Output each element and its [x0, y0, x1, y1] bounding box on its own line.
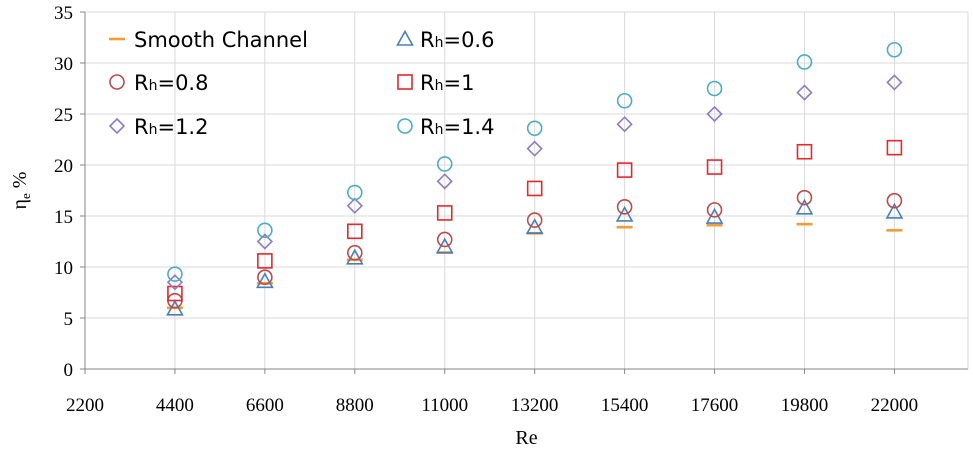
series-rh-1-2	[166, 74, 903, 291]
y-tick-label: 0	[64, 360, 74, 381]
data-point	[796, 54, 813, 70]
y-tick-label: 30	[54, 54, 73, 75]
y-tick-label: 10	[54, 258, 73, 279]
x-tick-label: 19800	[781, 395, 829, 416]
x-tick-label: 15400	[601, 395, 649, 416]
data-point	[526, 120, 543, 137]
series-rh-0-8	[167, 189, 903, 309]
y-tick-label: 35	[54, 3, 73, 24]
x-tick-label: 2200	[66, 395, 104, 416]
data-point	[795, 198, 814, 215]
data-point	[885, 202, 904, 219]
x-tick-label: 8800	[336, 395, 374, 416]
data-point	[166, 299, 184, 316]
x-tick-label: 22000	[871, 395, 919, 416]
data-point	[436, 173, 453, 190]
data-point	[616, 116, 633, 133]
data-point	[616, 162, 633, 178]
data-point	[796, 84, 813, 101]
y-tick-label: 15	[54, 207, 73, 228]
legend-label: Rh=0.8	[134, 71, 208, 95]
series-rh-1-4	[167, 41, 903, 282]
y-tick-label: 25	[54, 105, 73, 126]
data-point	[167, 266, 183, 282]
data-point	[167, 285, 183, 302]
data-point	[706, 202, 723, 218]
y-tick-label: 20	[54, 156, 73, 177]
legend-item: Rh=1.4	[397, 115, 494, 139]
x-tick-label: 17600	[691, 395, 739, 416]
data-point	[886, 74, 903, 91]
data-point	[436, 156, 453, 172]
data-point	[706, 80, 723, 97]
legend-marker	[397, 118, 413, 134]
data-point	[615, 205, 634, 222]
tick-labels: 2200 4400 6600 8800 11000 13200 15400 17600 1980…	[54, 3, 918, 416]
data-marks	[166, 41, 904, 316]
data-point	[616, 199, 633, 215]
data-point	[257, 269, 273, 286]
data-point	[706, 159, 723, 175]
y-tick-label: 5	[64, 309, 74, 330]
legend-label: Rh=1	[420, 71, 474, 95]
gridlines	[85, 11, 969, 369]
y-axis-label-main: η	[9, 199, 31, 209]
data-point	[886, 139, 903, 156]
legend-item: Rh=0.6	[396, 28, 494, 52]
data-point	[436, 231, 453, 248]
data-point	[706, 105, 723, 123]
legend-item: Rh=1	[397, 71, 474, 95]
axes	[80, 11, 968, 374]
data-point	[346, 197, 363, 214]
legend: Smooth Channel Rh=0.6 Rh=0.8 Rh=1 Rh=1.2 Rh=1…	[108, 28, 494, 139]
data-point	[526, 212, 543, 228]
data-point	[796, 143, 813, 160]
data-point	[526, 180, 543, 197]
data-point	[526, 140, 543, 157]
legend-marker	[109, 74, 125, 90]
data-point	[796, 189, 813, 206]
data-point	[616, 92, 633, 109]
data-point	[347, 223, 363, 240]
data-point	[347, 184, 363, 201]
data-point	[257, 222, 273, 239]
data-point	[256, 272, 274, 289]
legend-marker	[396, 29, 414, 46]
legend-label: Rh=1.4	[420, 115, 494, 139]
data-point	[886, 41, 903, 58]
y-axis-label-unit: %	[9, 172, 31, 189]
legend-label: Rh=1.2	[134, 115, 208, 139]
legend-label: Rh=0.6	[420, 28, 494, 52]
data-point	[345, 248, 364, 265]
data-point	[436, 205, 453, 221]
data-point	[886, 192, 903, 209]
plot-area	[85, 12, 968, 369]
data-point	[347, 244, 363, 261]
legend-label: Smooth Channel	[134, 28, 308, 52]
x-tick-label: 11000	[421, 395, 468, 416]
y-axis-label: ηe%	[9, 172, 33, 210]
x-tick-label: 4400	[156, 395, 194, 416]
legend-item: Rh=1.2	[108, 115, 208, 139]
series-rh-1	[167, 139, 903, 302]
legend-item: Smooth Channel	[109, 28, 308, 52]
y-axis-label-sub: e	[18, 193, 33, 199]
legend-marker	[397, 74, 413, 90]
data-point	[256, 233, 274, 250]
x-axis-label: Re	[515, 427, 537, 449]
x-tick-label: 6600	[246, 395, 284, 416]
data-point	[257, 253, 273, 269]
legend-marker	[108, 117, 126, 135]
legend-item: Rh=0.8	[109, 71, 208, 95]
x-tick-label: 13200	[511, 395, 559, 416]
